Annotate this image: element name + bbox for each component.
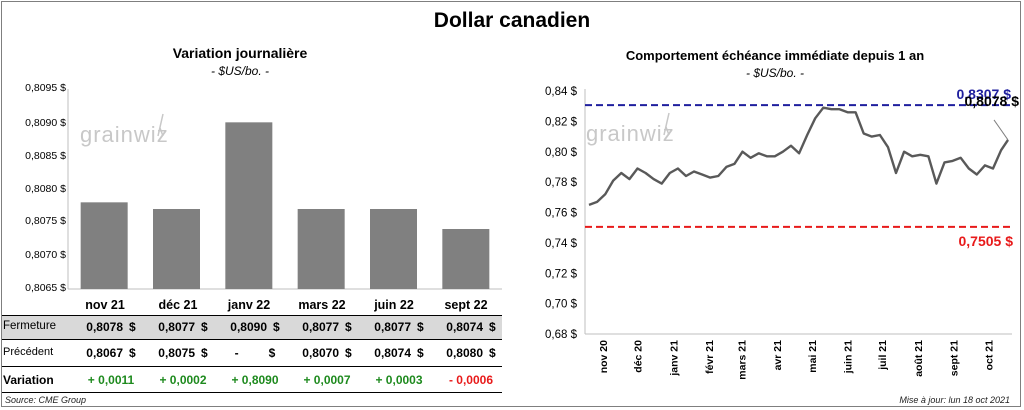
- variation-cell: + 0,0002: [159, 373, 207, 387]
- currency-symbol: $: [201, 346, 208, 360]
- right-chart-unit: - $US/bo. -: [745, 66, 805, 80]
- category-label: sept 22: [444, 298, 488, 312]
- table-cell: 0,8080 $: [437, 346, 505, 360]
- currency-symbol: $: [273, 320, 280, 334]
- currency-symbol: $: [417, 320, 424, 334]
- variation-cell: + 0,0007: [303, 373, 351, 387]
- y-tick-label: 0,8065 $: [25, 282, 66, 294]
- currency-symbol: $: [345, 320, 352, 334]
- table-cell: 0,8074 $: [365, 346, 433, 360]
- y-tick-label: 0,8090 $: [25, 117, 66, 129]
- currency-symbol: $: [489, 320, 496, 334]
- currency-symbol: $: [417, 346, 424, 360]
- cell-value: 0,8077: [374, 320, 411, 334]
- table-divider: [2, 315, 502, 316]
- row-label-variation: Variation: [3, 373, 54, 387]
- category-label: mars 22: [298, 298, 346, 312]
- left-chart-title: Variation journalière: [172, 45, 308, 61]
- table-cell: 0,8070 $: [293, 346, 361, 360]
- y-tick-label: 0,8085 $: [25, 150, 66, 162]
- left-chart-unit: - $US/bo. -: [210, 64, 270, 78]
- table-cell: 0,8067 $: [77, 346, 145, 360]
- table-cell: - $: [221, 346, 289, 360]
- variation-cell: - 0,0006: [448, 373, 494, 387]
- table-cell: 0,8077 $: [293, 320, 361, 334]
- table-divider: [2, 392, 502, 393]
- table-divider: [2, 366, 502, 367]
- page-title: Dollar canadien: [433, 9, 591, 32]
- row-label-precedent: Précédent: [3, 346, 54, 358]
- variation-cell: + 0,0003: [375, 373, 423, 387]
- right-chart-title: Comportement échéance immédiate depuis 1…: [625, 48, 925, 63]
- cell-value: -: [234, 346, 239, 360]
- variation-cell: + 0,0011: [87, 373, 135, 387]
- table-cell: 0,8075 $: [149, 346, 217, 360]
- y-tick-label: 0,8095 $: [25, 82, 66, 94]
- currency-symbol: $: [129, 346, 136, 360]
- source-note: Source: CME Group: [5, 395, 87, 405]
- currency-symbol: $: [268, 346, 276, 360]
- table-cell: 0,8077 $: [365, 320, 433, 334]
- y-tick-label: 0,8070 $: [25, 249, 66, 261]
- table-cell: 0,8077 $: [149, 320, 217, 334]
- category-label: nov 21: [85, 298, 125, 312]
- cell-value: 0,8077: [302, 320, 339, 334]
- category-label: janv 22: [227, 298, 271, 312]
- cell-value: 0,8074: [374, 346, 411, 360]
- table-row-shade: [2, 315, 502, 339]
- category-label: juin 22: [374, 298, 414, 312]
- currency-symbol: $: [129, 320, 136, 334]
- y-tick-label: 0,8075 $: [25, 215, 66, 227]
- currency-symbol: $: [345, 346, 352, 360]
- table-divider: [2, 339, 502, 340]
- cell-value: 0,8075: [158, 346, 195, 360]
- cell-value: 0,8074: [446, 320, 483, 334]
- table-cell: 0,8078 $: [77, 320, 145, 334]
- currency-symbol: $: [201, 320, 208, 334]
- cell-value: 0,8070: [302, 346, 339, 360]
- table-cell: 0,8090 $: [221, 320, 289, 334]
- cell-value: 0,8080: [446, 346, 483, 360]
- update-note: Mise à jour: lun 18 oct 2021: [899, 395, 1010, 405]
- cell-value: 0,8078: [86, 320, 123, 334]
- table-cell: 0,8074 $: [437, 320, 505, 334]
- y-tick-label: 0,8080 $: [25, 183, 66, 195]
- cell-value: 0,8090: [230, 320, 267, 334]
- row-label-fermeture: Fermeture: [3, 320, 57, 332]
- variation-cell: + 0,8090: [231, 373, 279, 387]
- cell-value: 0,8077: [158, 320, 195, 334]
- currency-symbol: $: [489, 346, 496, 360]
- category-label: déc 21: [158, 298, 198, 312]
- cell-value: 0,8067: [86, 346, 123, 360]
